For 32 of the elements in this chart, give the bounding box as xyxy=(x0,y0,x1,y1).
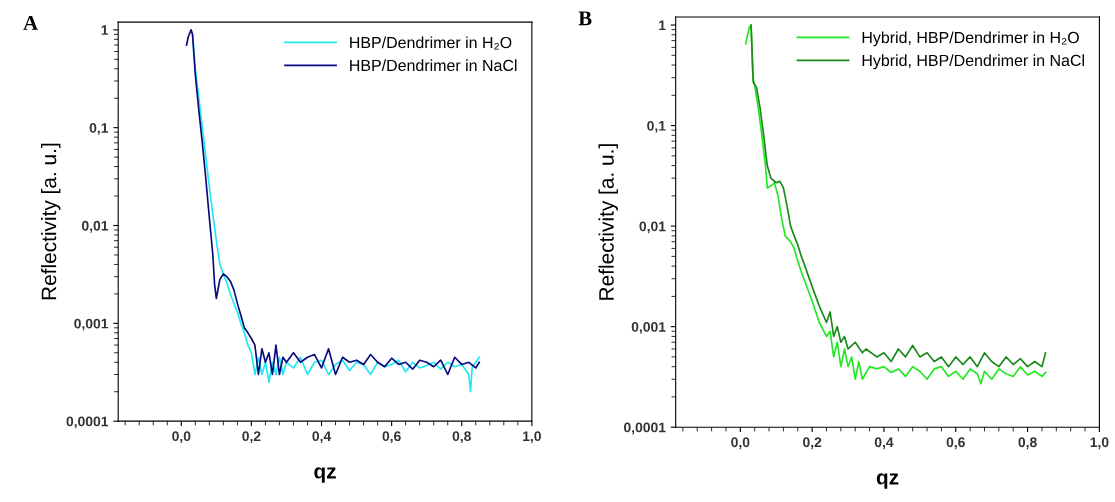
x-tick-label: 0,4 xyxy=(874,437,894,450)
x-tick-label: 0,6 xyxy=(946,437,965,450)
y-tick-label: 0,01 xyxy=(81,220,109,233)
x-axis-title: qz xyxy=(876,473,899,489)
x-tick-label: 0,6 xyxy=(382,431,401,444)
x-tick-label: 0,4 xyxy=(312,431,332,444)
chart-title: A xyxy=(23,15,38,30)
x-tick-label: 1,0 xyxy=(1090,437,1109,450)
y-axis-title: Reflectivity [a. u.] xyxy=(41,143,61,300)
y-tick-label: 1 xyxy=(659,20,666,31)
x-tick-label: 0,2 xyxy=(803,437,822,450)
y-axis-title: Reflectivity [a. u.] xyxy=(598,144,618,300)
legend-label: Hybrid, HBP/Dendrimer in NaCl xyxy=(862,54,1084,70)
x-tick-label: 0,0 xyxy=(731,437,750,450)
x-tick-label: 0,8 xyxy=(452,431,471,444)
y-tick-label: 0,1 xyxy=(647,120,666,133)
x-tick-label: 1,0 xyxy=(523,431,541,444)
legend-label: HBP/Dendrimer in NaCl xyxy=(350,59,517,72)
y-tick-label: 0,0001 xyxy=(66,416,109,429)
x-axis-title: qz xyxy=(314,467,336,483)
legend-label: Hybrid, HBP/Dendrimer in H₂O xyxy=(862,31,1079,47)
y-tick-label: 0,0001 xyxy=(624,422,666,435)
y-tick-label: 1 xyxy=(101,25,109,35)
x-tick-label: 0,2 xyxy=(242,431,261,444)
y-tick-label: 0,001 xyxy=(74,318,109,331)
y-tick-label: 0,01 xyxy=(639,221,666,234)
legend-label: HBP/Dendrimer in H₂O xyxy=(350,36,512,50)
y-tick-label: 0,001 xyxy=(631,321,666,334)
x-tick-label: 0,8 xyxy=(1018,437,1037,450)
x-tick-label: 0,0 xyxy=(172,431,191,444)
chart-title: B xyxy=(578,11,592,26)
y-tick-label: 0,1 xyxy=(89,123,109,135)
